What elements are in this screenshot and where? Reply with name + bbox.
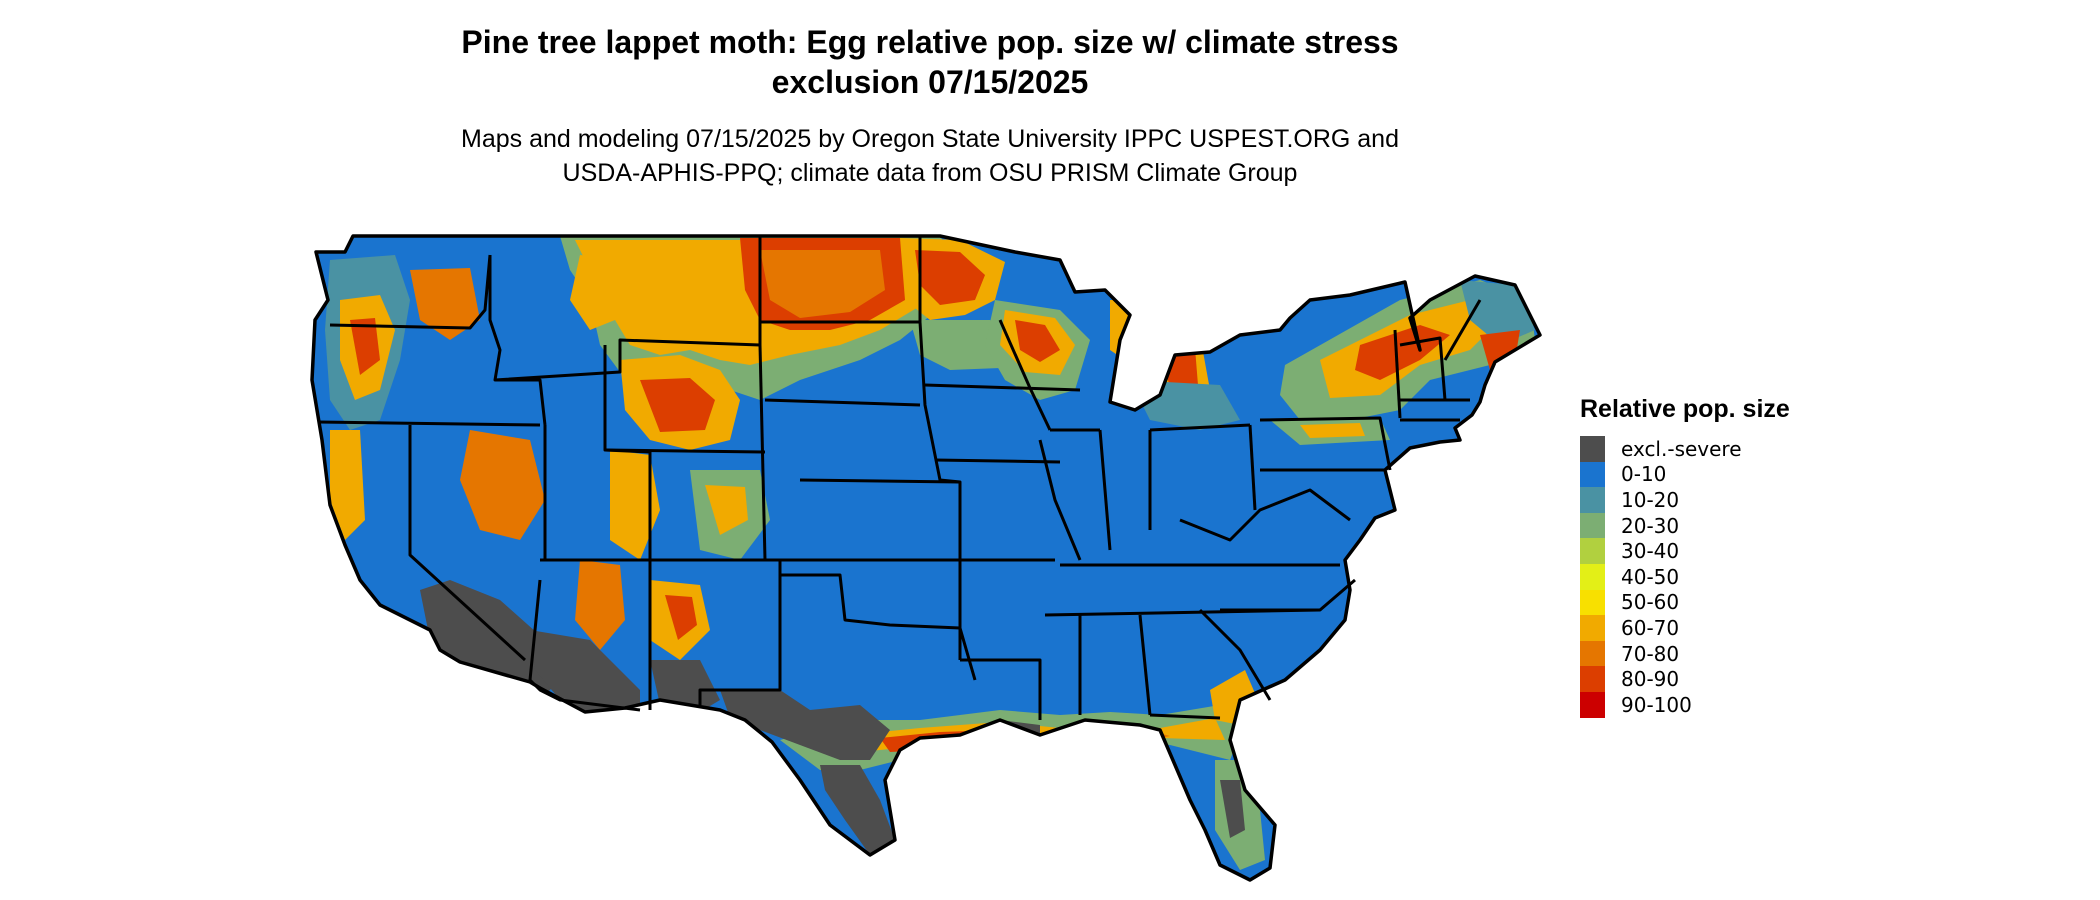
legend-item: 50-60	[1580, 589, 1790, 616]
legend: Relative pop. size excl.-severe 0-10 10-20…	[1580, 394, 1790, 718]
border-nm	[650, 558, 782, 705]
zone-70-80	[460, 430, 545, 540]
zone-excluded-severe	[1220, 780, 1245, 838]
zone-80-90	[350, 318, 380, 375]
legend-swatch	[1580, 461, 1605, 488]
border-il-in	[1098, 429, 1112, 551]
zone-60-70	[610, 450, 660, 560]
legend-label: 20-30	[1621, 513, 1680, 538]
us-population-map	[310, 234, 1542, 882]
legend-item: 60-70	[1580, 615, 1790, 641]
legend-swatch	[1580, 666, 1605, 692]
border-mi-oh	[1149, 423, 1251, 432]
legend-item: 30-40	[1580, 538, 1790, 564]
legend-label: 50-60	[1621, 590, 1680, 615]
border-mn-ia	[924, 383, 1081, 392]
legend-swatch	[1580, 512, 1605, 539]
legend-label: 80-90	[1621, 667, 1680, 692]
border-id	[488, 255, 547, 426]
zone-excluded-severe	[650, 660, 720, 712]
legend-title: Relative pop. size	[1580, 395, 1790, 423]
state-borders	[317, 236, 1482, 720]
border-ga-sc	[1198, 608, 1272, 701]
zone-excluded-severe	[820, 765, 895, 855]
zone-excluded-severe	[720, 690, 890, 760]
legend-swatch	[1580, 487, 1605, 513]
legend-item: 10-20	[1580, 487, 1790, 513]
legend-item: excl.-severe	[1580, 436, 1790, 462]
zone-80-90	[915, 250, 985, 305]
map-subtitle-line-2: USDA-APHIS-PPQ; climate data from OSU PR…	[562, 159, 1298, 187]
border-pa-ny	[1259, 416, 1392, 471]
legend-label: 40-50	[1621, 564, 1680, 589]
border-wv-va	[1179, 488, 1351, 542]
map-title-line-2: exclusion 07/15/2025	[771, 64, 1089, 100]
legend-label: 60-70	[1621, 615, 1680, 640]
legend-swatch	[1580, 589, 1605, 616]
legend-label: 90-100	[1621, 692, 1692, 717]
zone-excluded-severe	[530, 630, 640, 722]
legend-swatch	[1580, 563, 1605, 590]
border-mn-ia-mo	[918, 236, 962, 660]
legend-swatch	[1580, 436, 1605, 462]
border-ar-la	[960, 658, 1042, 720]
legend-item: 40-50	[1580, 563, 1790, 590]
legend-label: excl.-severe	[1621, 436, 1742, 461]
zone-80-90	[665, 595, 697, 640]
border-ne-ks	[799, 478, 961, 484]
zone-10-20	[1460, 280, 1535, 345]
border-az	[528, 579, 641, 712]
zone-80-90	[640, 378, 715, 432]
legend-swatch	[1580, 538, 1605, 564]
legend-item: 80-90	[1580, 666, 1790, 692]
border-ca-nv	[408, 425, 527, 662]
legend-swatch	[1580, 640, 1605, 667]
border-al-ga	[1138, 614, 1152, 716]
legend-label: 30-40	[1621, 539, 1680, 564]
zone-60-70	[570, 255, 620, 330]
zone-80-90	[1355, 325, 1450, 380]
border-ok-tx	[780, 573, 977, 681]
border-wy-co	[604, 448, 766, 454]
border-nc-sc	[1220, 578, 1356, 612]
legend-item: 20-30	[1580, 512, 1790, 539]
border-vt-nh	[1399, 336, 1447, 401]
map-title-line-1: Pine tree lappet moth: Egg relative pop.…	[461, 24, 1399, 60]
legend-label: 0-10	[1621, 462, 1667, 487]
legend-label: 70-80	[1621, 641, 1680, 666]
zone-70-80	[575, 560, 625, 650]
legend-item: 90-100	[1580, 691, 1790, 718]
border-il-mo	[1038, 439, 1082, 561]
border-wa-or	[329, 254, 492, 330]
map-title: Pine tree lappet moth: Egg relative pop.…	[0, 22, 1860, 102]
border-fl-north	[1149, 713, 1221, 720]
map-subtitle-line-1: Maps and modeling 07/15/2025 by Oregon S…	[461, 125, 1399, 153]
population-raster	[312, 236, 1540, 880]
legend-swatch	[1580, 691, 1605, 718]
zone-60-70	[330, 430, 365, 540]
legend-item: 0-10	[1580, 461, 1790, 488]
border-or-ca-nv	[317, 420, 541, 427]
zone-60-70	[1110, 300, 1170, 370]
border-ny-vt	[1393, 329, 1402, 419]
zone-70-80	[410, 268, 480, 340]
legend-item: 70-80	[1580, 640, 1790, 667]
legend-items: excl.-severe 0-10 10-20 20-30 30-40 40-50 50-6…	[1580, 436, 1790, 718]
border-sd-ne	[764, 398, 921, 407]
zone-70-80	[760, 250, 885, 318]
zone-60-70	[1300, 423, 1365, 438]
border-wy-ne-co	[758, 344, 767, 561]
legend-swatch	[1580, 615, 1605, 641]
legend-label: 10-20	[1621, 487, 1680, 512]
border-oh-pa	[1248, 424, 1257, 511]
border-wi-mn	[998, 319, 1052, 431]
zone-60-70	[705, 485, 748, 535]
border-mt-wy	[494, 338, 761, 382]
map-subtitle: Maps and modeling 07/15/2025 by Oregon S…	[0, 122, 1860, 190]
border-nh-me	[1443, 299, 1482, 361]
zone-80-90	[1015, 320, 1060, 362]
border-ia-mo	[934, 458, 1061, 464]
